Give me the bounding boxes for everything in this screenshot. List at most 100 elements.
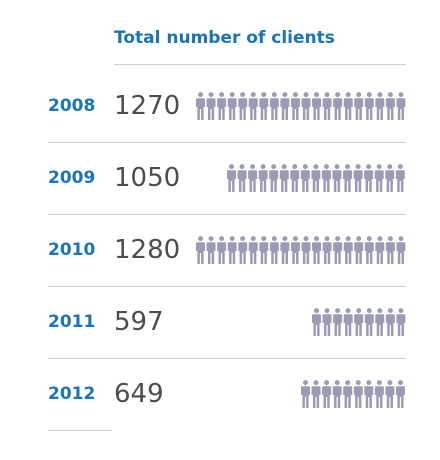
person-icon (195, 92, 205, 120)
value-label: 649 (114, 379, 164, 409)
person-icon (216, 92, 226, 120)
person-icon (395, 92, 405, 120)
person-icon-strip (311, 308, 405, 336)
person-icon (311, 92, 321, 120)
person-icon (353, 92, 363, 120)
year-row: 2010 1280 (0, 214, 440, 286)
person-icon (311, 380, 321, 408)
person-icon (364, 380, 374, 408)
person-icon (206, 92, 216, 120)
person-icon (279, 92, 289, 120)
person-icon (353, 308, 363, 336)
person-icon (385, 164, 395, 192)
person-icon (364, 236, 374, 264)
person-icon (374, 164, 384, 192)
person-icon (332, 236, 342, 264)
value-label: 1280 (114, 235, 181, 265)
value-label: 1270 (114, 91, 181, 121)
year-label: 2011 (48, 312, 96, 332)
person-icon (301, 92, 311, 120)
row-divider (48, 214, 406, 215)
person-icon (269, 92, 279, 120)
person-icon (258, 92, 268, 120)
year-label: 2008 (48, 96, 96, 116)
person-icon (374, 308, 384, 336)
person-icon (322, 164, 332, 192)
person-icon (301, 164, 311, 192)
row-divider (48, 142, 406, 143)
person-icon (322, 92, 332, 120)
person-icon (269, 164, 279, 192)
person-icon-strip (301, 380, 405, 408)
person-icon (374, 236, 384, 264)
person-icon (227, 92, 237, 120)
person-icon (332, 380, 342, 408)
person-icon (248, 236, 258, 264)
person-icon (353, 236, 363, 264)
person-icon (206, 236, 216, 264)
person-icon (364, 308, 374, 336)
year-label: 2009 (48, 168, 96, 188)
person-icon (332, 308, 342, 336)
person-icon (279, 164, 289, 192)
person-icon (290, 92, 300, 120)
year-row: 2012 649 (0, 358, 440, 430)
year-row: 2011 597 (0, 286, 440, 358)
chart-title: Total number of clients (114, 28, 335, 48)
person-icon (395, 164, 405, 192)
person-icon (322, 236, 332, 264)
person-icon (279, 236, 289, 264)
person-icon-strip (195, 236, 405, 264)
row-divider (48, 286, 406, 287)
row-divider (48, 358, 406, 359)
person-icon (385, 236, 395, 264)
person-icon (364, 92, 374, 120)
person-icon (237, 236, 247, 264)
person-icon (227, 164, 237, 192)
person-icon (385, 308, 395, 336)
person-icon (395, 308, 405, 336)
person-icon (290, 164, 300, 192)
person-icon-strip (195, 92, 405, 120)
person-icon (311, 308, 321, 336)
person-icon (343, 380, 353, 408)
title-divider (114, 64, 406, 65)
value-label: 1050 (114, 163, 181, 193)
person-icon (353, 164, 363, 192)
person-icon (364, 164, 374, 192)
row-divider (48, 430, 112, 431)
person-icon (395, 236, 405, 264)
person-icon (322, 380, 332, 408)
person-icon (248, 92, 258, 120)
person-icon (311, 164, 321, 192)
person-icon (332, 92, 342, 120)
person-icon (385, 380, 395, 408)
person-icon (301, 236, 311, 264)
person-icon (353, 380, 363, 408)
person-icon (237, 164, 247, 192)
person-icon (227, 236, 237, 264)
person-icon (332, 164, 342, 192)
person-icon (301, 380, 311, 408)
person-icon (195, 236, 205, 264)
person-icon (395, 380, 405, 408)
year-row: 2008 1270 (0, 70, 440, 142)
person-icon (374, 92, 384, 120)
person-icon (237, 92, 247, 120)
person-icon (258, 236, 268, 264)
person-icon (343, 236, 353, 264)
person-icon (343, 308, 353, 336)
person-icon (311, 236, 321, 264)
value-label: 597 (114, 307, 164, 337)
year-label: 2012 (48, 384, 96, 404)
person-icon (258, 164, 268, 192)
person-icon (385, 92, 395, 120)
person-icon-strip (227, 164, 405, 192)
person-icon (343, 164, 353, 192)
person-icon (343, 92, 353, 120)
person-icon (248, 164, 258, 192)
person-icon (374, 380, 384, 408)
year-row: 2009 1050 (0, 142, 440, 214)
person-icon (290, 236, 300, 264)
